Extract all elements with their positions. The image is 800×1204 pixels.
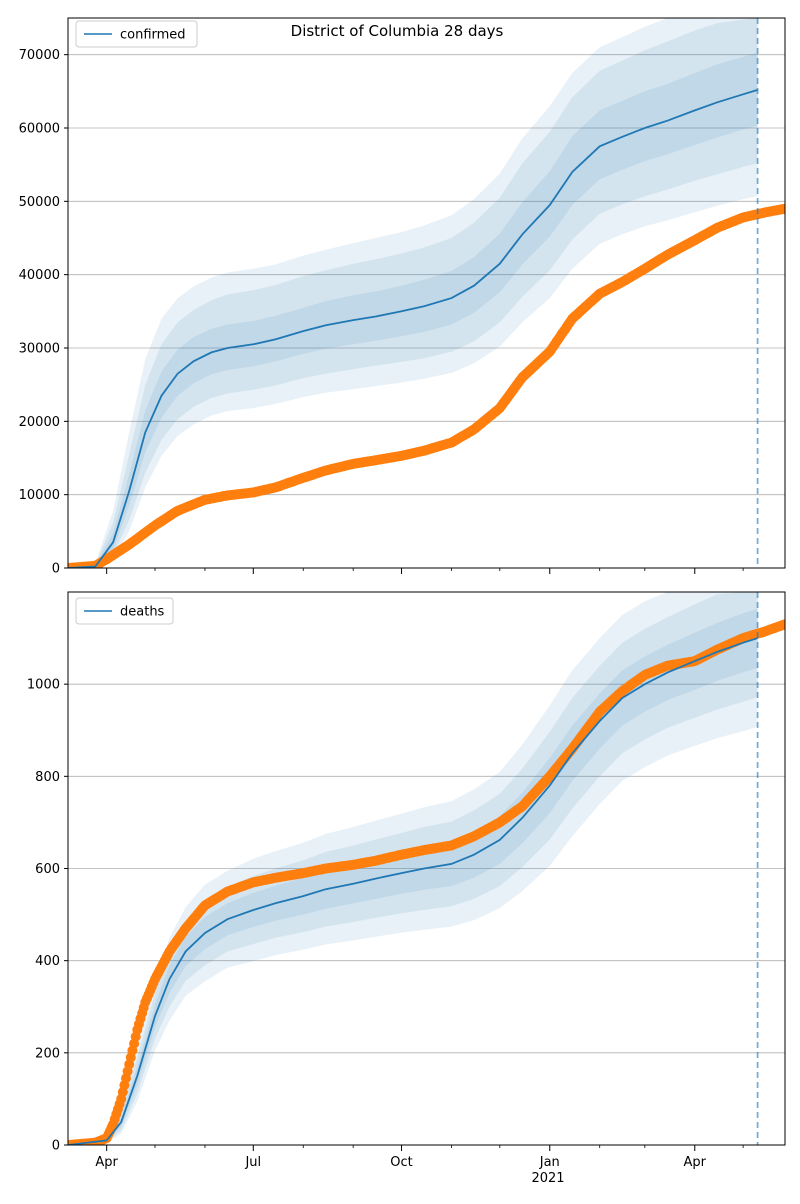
confirmed-panel: 0 10000 20000 30000 40000 50000 60000 70000: [19, 17, 786, 577]
x-tick-label: Oct: [390, 1155, 412, 1170]
deaths-legend: deaths: [75, 597, 174, 625]
x-tick-label: Jul: [244, 1155, 261, 1170]
confirmed-interval-band: [68, 52, 758, 568]
deaths-panel: 0 200 400 600 800 1000 Apr Jul Oct Jan Apr: [27, 591, 786, 1170]
confirmed-y-tick-label: 50000: [19, 195, 60, 210]
deaths-plot-area: [68, 592, 785, 1145]
confirmed-plot-area: [68, 18, 785, 568]
deaths-interval-band: [68, 608, 758, 1145]
confirmed-observed-point: [780, 203, 785, 214]
x-tick-label: Apr: [95, 1155, 118, 1170]
x-tick-label: Apr: [684, 1155, 707, 1170]
confirmed-y-tick-label: 70000: [19, 48, 60, 63]
deaths-y-tick-label: 0: [52, 1139, 60, 1154]
confirmed-model-line: [68, 89, 758, 568]
confirmed-y-tick-label: 30000: [19, 342, 60, 357]
deaths-legend-label: deaths: [120, 605, 165, 620]
confirmed-y-tick-label: 20000: [19, 415, 60, 430]
deaths-y-tick-label: 800: [35, 770, 60, 785]
deaths-y-tick-label: 600: [35, 862, 60, 877]
confirmed-y-tick-label: 60000: [19, 122, 60, 137]
deaths-y-tick-label: 200: [35, 1046, 60, 1061]
confirmed-legend: confirmed: [75, 20, 198, 48]
deaths-y-tick-label: 1000: [27, 678, 60, 693]
confirmed-y-tick-label: 40000: [19, 268, 60, 283]
deaths-model-line: [68, 637, 758, 1145]
x-year-label: 2021: [531, 1171, 564, 1186]
confirmed-legend-label: confirmed: [120, 28, 186, 43]
confirmed-axes-frame: [67, 17, 786, 569]
x-tick-label: Jan: [539, 1155, 560, 1170]
confirmed-y-tick-label: 10000: [19, 488, 60, 503]
deaths-y-tick-label: 400: [35, 954, 60, 969]
figure-title: District of Columbia 28 days: [291, 22, 504, 40]
confirmed-interval-band: [68, 18, 758, 568]
confirmed-interval-band: [68, 18, 758, 568]
confirmed-y-tick-label: 0: [52, 562, 60, 577]
deaths-observed-point: [780, 619, 785, 630]
